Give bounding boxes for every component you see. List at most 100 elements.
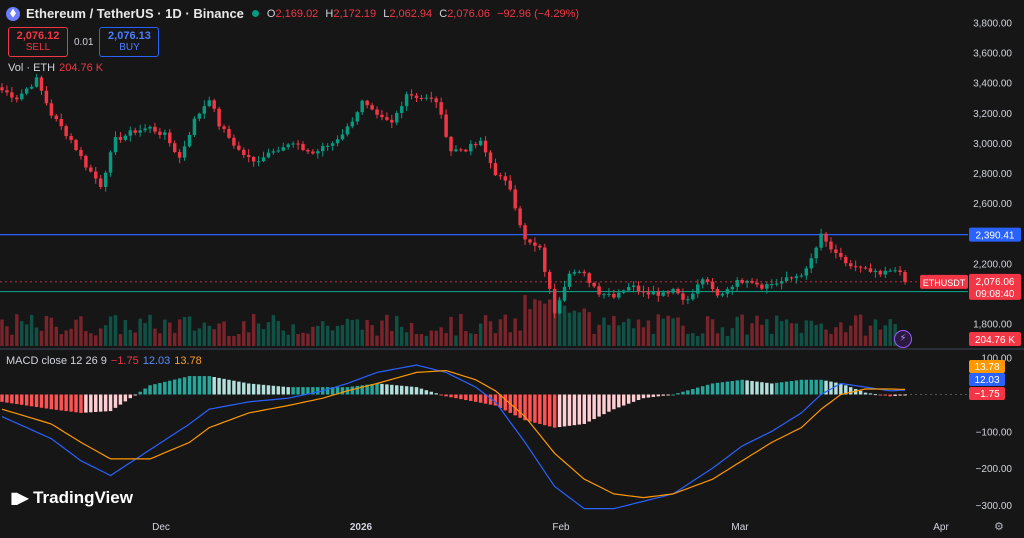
volume-bar — [271, 315, 276, 346]
volume-bar — [44, 316, 49, 346]
candle-body — [725, 289, 730, 294]
sell-button[interactable]: 2,076.12 SELL — [8, 27, 68, 57]
macd-hist-bar — [242, 382, 246, 395]
candle-body — [528, 239, 532, 243]
macd-hist-bar — [69, 394, 73, 412]
macd-hist-bar — [760, 382, 764, 395]
candle-body — [602, 294, 606, 296]
candle-body — [538, 245, 542, 248]
macd-hist-bar — [523, 394, 527, 421]
candle-body — [858, 266, 863, 268]
volume-bar — [641, 327, 646, 346]
volume-bar — [375, 335, 379, 346]
volume-bar — [483, 315, 488, 346]
lightning-icon[interactable]: ⚡ — [894, 330, 912, 348]
candle-body — [143, 128, 147, 131]
candle-body — [113, 137, 118, 153]
candle-body — [765, 284, 769, 289]
candle-body — [128, 130, 133, 136]
candle-body — [0, 87, 4, 91]
volume-bar — [819, 323, 823, 346]
volume-bar — [143, 323, 147, 346]
candle-body — [552, 288, 557, 314]
macd-legend[interactable]: MACD close 12 26 9 −1.75 12.03 13.78 — [6, 355, 202, 367]
volume-bar — [113, 315, 118, 346]
candle-body — [227, 128, 231, 138]
volume-bar — [360, 329, 364, 346]
macd-hist-bar — [834, 382, 838, 395]
candle-body — [715, 289, 720, 296]
candle-body — [705, 279, 710, 282]
macd-hist-bar — [582, 394, 586, 424]
macd-hist-bar — [572, 394, 577, 426]
volume-bar — [858, 314, 863, 346]
macd-hist-bar — [330, 387, 335, 395]
candle-body — [24, 88, 29, 94]
price-tick-label: 2,800.00 — [973, 169, 1012, 180]
candle-body — [39, 77, 44, 91]
volume-bar — [592, 333, 596, 346]
macd-hist-bar — [671, 394, 675, 396]
candle-body — [661, 292, 665, 296]
macd-hist-bar — [123, 394, 128, 402]
volume-bar — [108, 316, 113, 346]
volume-bar — [64, 330, 68, 346]
volume-bar — [473, 333, 478, 346]
volume-bar — [365, 320, 369, 346]
volume-bar — [839, 322, 843, 346]
volume-bar — [784, 319, 789, 346]
candle-body — [15, 97, 19, 100]
volume-bar — [266, 322, 271, 346]
volume-bar — [197, 328, 202, 346]
open-value: 2,169.02 — [275, 7, 319, 20]
macd-hist-bar — [286, 387, 290, 395]
macd-hist-bar — [868, 393, 873, 395]
volume-bar — [444, 333, 448, 346]
volume-bar — [172, 332, 177, 346]
macd-hist-bar — [29, 394, 34, 407]
macd-hist-bar — [335, 387, 340, 395]
time-tick-label: Apr — [933, 522, 949, 533]
macd-hist-bar — [113, 394, 118, 408]
volume-bar — [454, 335, 458, 346]
price-tick-label: 3,800.00 — [973, 19, 1012, 30]
macd-hist-bar — [128, 394, 133, 399]
candle-body — [676, 288, 680, 294]
volume-bar — [883, 325, 887, 346]
candle-body — [735, 280, 739, 287]
buy-price: 2,076.13 — [108, 30, 151, 42]
symbol-title[interactable]: Ethereum / TetherUS · 1D · Binance — [26, 6, 244, 21]
candle-body — [340, 134, 345, 140]
gear-icon[interactable]: ⚙ — [994, 521, 1004, 533]
macd-hist-bar — [459, 394, 463, 400]
macd-hist-bar — [98, 394, 103, 412]
macd-hist-bar — [227, 379, 231, 395]
macd-hist-bar — [350, 386, 355, 395]
macd-line-value: 12.03 — [142, 355, 171, 367]
candle-body — [612, 293, 616, 298]
candle-body — [187, 134, 192, 147]
volume-legend[interactable]: Vol · ETH 204.76 K — [8, 62, 103, 74]
candle-body — [651, 291, 656, 295]
candle-body — [814, 247, 818, 259]
volume-bar — [246, 332, 251, 346]
volume-bar — [385, 314, 389, 346]
candle-body — [153, 126, 157, 132]
volume-bar — [686, 333, 690, 346]
volume-bar — [232, 335, 236, 346]
candle-body — [478, 140, 483, 146]
volume-bar — [607, 324, 611, 346]
trade-panel: 2,076.12 SELL 0.01 2,076.13 BUY — [8, 27, 160, 57]
symbol-tag-label: ETHUSDT — [923, 278, 966, 288]
macd-hist-bar — [177, 378, 182, 395]
candle-body — [271, 151, 276, 153]
candle-body — [118, 137, 123, 140]
macd-hist-bar — [212, 377, 216, 395]
volume-bar — [153, 328, 157, 346]
high-label: H — [325, 7, 334, 20]
macd-hist-bar — [715, 382, 720, 395]
volume-bar — [399, 326, 404, 346]
volume-bar — [409, 323, 414, 346]
buy-button[interactable]: 2,076.13 BUY — [99, 27, 160, 57]
candle-body — [399, 106, 404, 113]
